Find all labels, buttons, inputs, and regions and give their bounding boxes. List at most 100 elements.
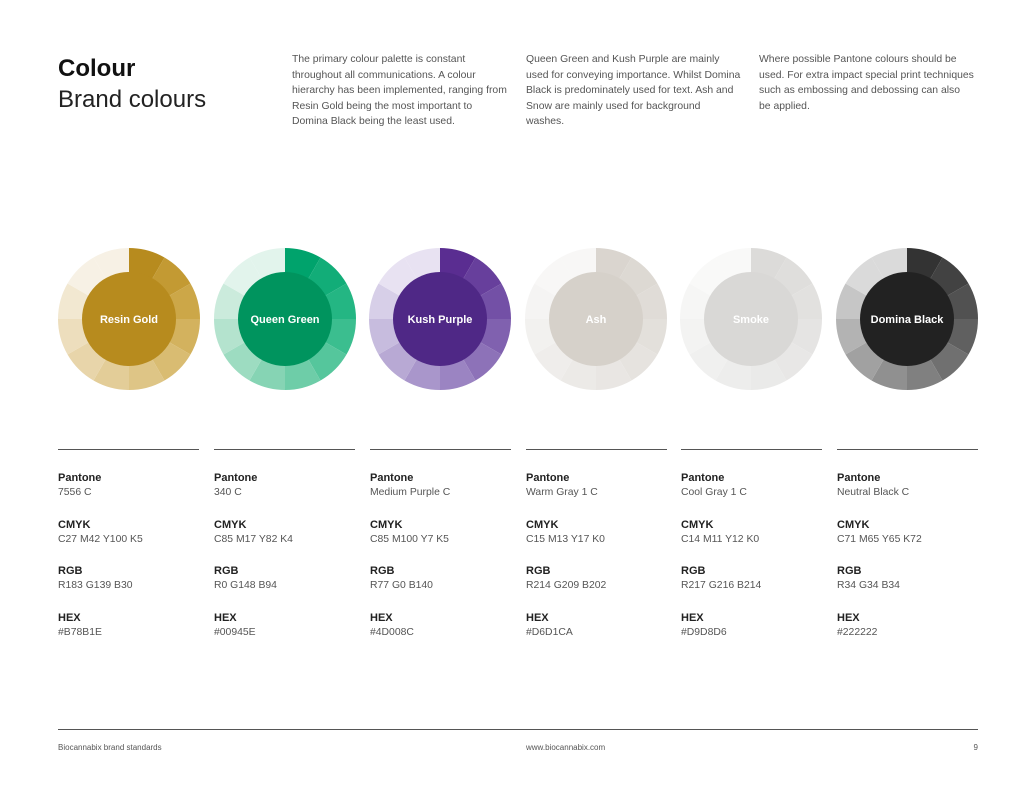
- colour-specs-queen-green: Pantone 340 C CMYK C85 M17 Y82 K4 RGB R0…: [214, 471, 364, 657]
- rgb-label: RGB: [370, 565, 395, 577]
- rgb-value: R34 G34 B34: [837, 580, 900, 591]
- hex-spec: HEX #222222: [837, 611, 987, 658]
- pantone-value: 340 C: [214, 487, 242, 498]
- page-number: 9: [973, 743, 978, 752]
- cmyk-value: C71 M65 Y65 K72: [837, 533, 922, 545]
- rgb-label: RGB: [526, 565, 551, 577]
- colour-name-label: Kush Purple: [408, 314, 473, 326]
- pantone-spec: Pantone Neutral Black C: [837, 471, 987, 518]
- colour-name-label: Domina Black: [871, 314, 945, 326]
- rgb-value: R77 G0 B140: [370, 580, 433, 591]
- hex-label: HEX: [837, 611, 860, 624]
- hex-value: #00945E: [214, 626, 256, 638]
- hex-spec: HEX #D6D1CA: [526, 611, 676, 658]
- wheel-center: [238, 272, 332, 366]
- cmyk-value: C27 M42 Y100 K5: [58, 533, 143, 545]
- hex-label: HEX: [681, 611, 704, 624]
- footer-rule: [58, 729, 978, 730]
- colour-specs-ash: Pantone Warm Gray 1 C CMYK C15 M13 Y17 K…: [526, 471, 676, 657]
- pantone-label: Pantone: [214, 472, 258, 484]
- colour-wheels: Resin Gold Queen Green Kush Purple Ash Smoke…: [0, 247, 1024, 391]
- rgb-value: R217 G216 B214: [681, 580, 762, 591]
- pantone-spec: Pantone Cool Gray 1 C: [681, 471, 831, 518]
- column-rule-ash: [526, 449, 667, 450]
- colour-name-label: Resin Gold: [100, 314, 158, 326]
- hex-label: HEX: [526, 611, 549, 624]
- cmyk-spec: CMYK C15 M13 Y17 K0: [526, 518, 676, 565]
- rgb-spec: RGB R34 G34 B34: [837, 564, 987, 611]
- rgb-label: RGB: [58, 565, 83, 577]
- hex-spec: HEX #B78B1E: [58, 611, 208, 658]
- pantone-spec: Pantone 7556 C: [58, 471, 208, 518]
- colour-wheel-smoke: Smoke: [680, 248, 822, 390]
- colour-name-label: Ash: [586, 314, 607, 326]
- wheel-center: [860, 272, 954, 366]
- pantone-value: 7556 C: [58, 487, 92, 498]
- rgb-value: R183 G139 B30: [58, 580, 133, 591]
- rgb-value: R214 G209 B202: [526, 580, 607, 591]
- cmyk-spec: CMYK C85 M100 Y7 K5: [370, 518, 520, 565]
- rgb-value: R0 G148 B94: [214, 580, 277, 591]
- hex-value: #D6D1CA: [526, 626, 573, 638]
- footer-website: www.biocannabix.com: [526, 743, 606, 752]
- pantone-value: Neutral Black C: [837, 487, 910, 498]
- pantone-spec: Pantone Medium Purple C: [370, 471, 520, 518]
- colour-specs-domina-black: Pantone Neutral Black C CMYK C71 M65 Y65…: [837, 471, 987, 657]
- rgb-label: RGB: [214, 565, 239, 577]
- colour-wheel-queen-green: Queen Green: [214, 248, 356, 390]
- pantone-label: Pantone: [526, 472, 570, 484]
- cmyk-label: CMYK: [837, 518, 870, 531]
- cmyk-value: C85 M100 Y7 K5: [370, 533, 449, 545]
- cmyk-label: CMYK: [526, 518, 559, 531]
- intro-paragraph-1: The primary colour palette is constant t…: [292, 54, 507, 128]
- hex-label: HEX: [370, 611, 393, 624]
- rgb-spec: RGB R214 G209 B202: [526, 564, 676, 611]
- hex-label: HEX: [58, 611, 81, 624]
- rgb-spec: RGB R183 G139 B30: [58, 564, 208, 611]
- wheel-center: [704, 272, 798, 366]
- colour-name-label: Smoke: [733, 314, 769, 326]
- colour-wheel-kush-purple: Kush Purple: [369, 248, 511, 390]
- colour-name-label: Queen Green: [250, 314, 319, 326]
- page-heading: Colour Brand colours: [58, 54, 206, 116]
- pantone-label: Pantone: [58, 472, 102, 484]
- cmyk-label: CMYK: [370, 518, 403, 531]
- intro-paragraph-3: Where possible Pantone colours should be…: [759, 54, 974, 112]
- rgb-spec: RGB R0 G148 B94: [214, 564, 364, 611]
- footer-brand-standards: Biocannabix brand standards: [58, 743, 162, 752]
- hex-value: #4D008C: [370, 626, 414, 638]
- cmyk-spec: CMYK C71 M65 Y65 K72: [837, 518, 987, 565]
- hex-spec: HEX #D9D8D6: [681, 611, 831, 658]
- hex-value: #222222: [837, 626, 878, 638]
- hex-spec: HEX #00945E: [214, 611, 364, 658]
- pantone-label: Pantone: [370, 472, 414, 484]
- wheel-center: [82, 272, 176, 366]
- page-title: Colour: [58, 55, 136, 82]
- column-rule-queen-green: [214, 449, 355, 450]
- cmyk-value: C15 M13 Y17 K0: [526, 533, 605, 545]
- colour-wheel-ash: Ash: [525, 248, 667, 390]
- rgb-label: RGB: [681, 565, 706, 577]
- rgb-spec: RGB R217 G216 B214: [681, 564, 831, 611]
- pantone-label: Pantone: [837, 472, 881, 484]
- pantone-spec: Pantone Warm Gray 1 C: [526, 471, 676, 518]
- colour-wheels-graphic: Resin Gold Queen Green Kush Purple Ash Smoke…: [58, 248, 978, 390]
- column-rule-kush-purple: [370, 449, 511, 450]
- cmyk-label: CMYK: [58, 518, 91, 531]
- cmyk-label: CMYK: [681, 518, 714, 531]
- colour-specs-resin-gold: Pantone 7556 C CMYK C27 M42 Y100 K5 RGB …: [58, 471, 208, 657]
- hex-value: #B78B1E: [58, 626, 102, 638]
- intro-paragraph-2: Queen Green and Kush Purple are mainly u…: [526, 54, 741, 128]
- cmyk-spec: CMYK C27 M42 Y100 K5: [58, 518, 208, 565]
- colour-wheel-resin-gold: Resin Gold: [58, 248, 200, 390]
- cmyk-value: C14 M11 Y12 K0: [681, 533, 760, 545]
- wheel-center: [549, 272, 643, 366]
- hex-value: #D9D8D6: [681, 626, 727, 638]
- hex-label: HEX: [214, 611, 237, 624]
- colour-specs-kush-purple: Pantone Medium Purple C CMYK C85 M100 Y7…: [370, 471, 520, 657]
- colour-specs-smoke: Pantone Cool Gray 1 C CMYK C14 M11 Y12 K…: [681, 471, 831, 657]
- cmyk-value: C85 M17 Y82 K4: [214, 533, 293, 545]
- column-rule-domina-black: [837, 449, 978, 450]
- pantone-value: Medium Purple C: [370, 487, 451, 498]
- cmyk-label: CMYK: [214, 518, 247, 531]
